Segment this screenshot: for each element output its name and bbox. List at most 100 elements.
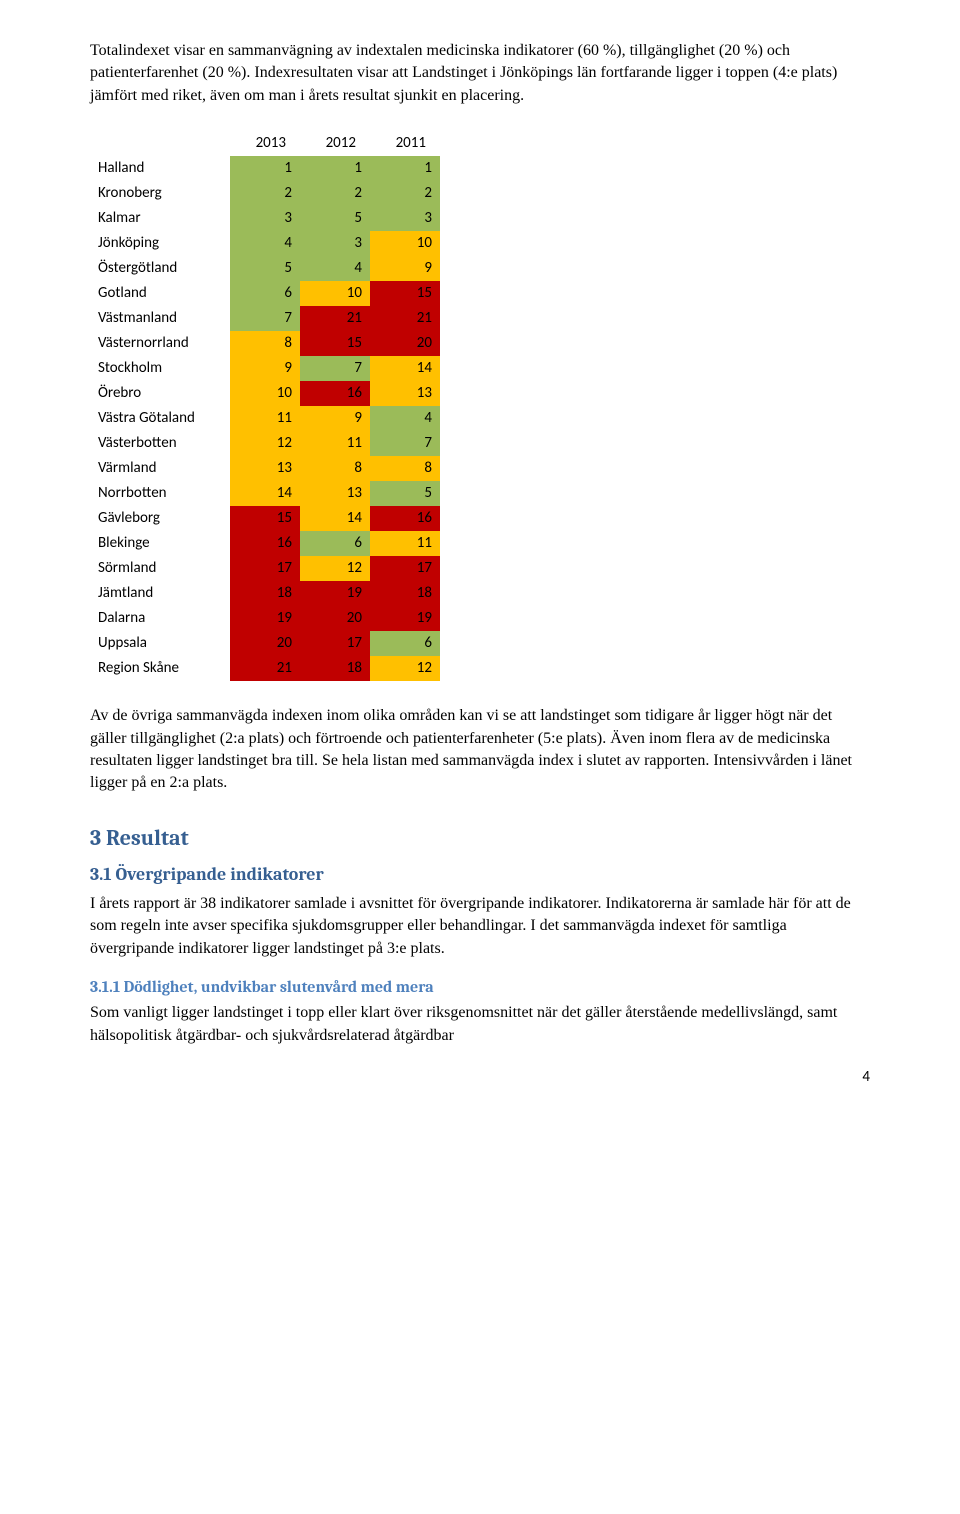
rank-cell: 12 [230,431,300,456]
subsection-paragraph: I årets rapport är 38 indikatorer samlad… [90,893,870,960]
rank-cell: 17 [370,556,440,581]
rank-cell: 7 [230,306,300,331]
table-row: Halland111 [90,156,440,181]
rank-cell: 14 [230,481,300,506]
rank-cell: 20 [370,331,440,356]
table-row: Stockholm9714 [90,356,440,381]
rank-cell: 13 [300,481,370,506]
rank-cell: 10 [370,231,440,256]
rank-cell: 19 [300,581,370,606]
table-row: Västra Götaland1194 [90,406,440,431]
rank-cell: 20 [230,631,300,656]
ranking-table-container: 201320122011 Halland111Kronoberg222Kalma… [90,131,870,681]
region-cell: Gävleborg [90,506,230,531]
rank-cell: 18 [230,581,300,606]
rank-cell: 9 [370,256,440,281]
rank-cell: 21 [370,306,440,331]
region-cell: Halland [90,156,230,181]
region-cell: Norrbotten [90,481,230,506]
rank-cell: 8 [300,456,370,481]
rank-cell: 9 [230,356,300,381]
rank-cell: 1 [300,156,370,181]
region-cell: Gotland [90,281,230,306]
rank-cell: 7 [370,431,440,456]
region-cell: Östergötland [90,256,230,281]
region-cell: Värmland [90,456,230,481]
table-row: Östergötland549 [90,256,440,281]
table-row: Uppsala20176 [90,631,440,656]
region-cell: Västerbotten [90,431,230,456]
col-header-year: 2013 [230,131,300,156]
table-row: Kalmar353 [90,206,440,231]
rank-cell: 10 [230,381,300,406]
region-cell: Kronoberg [90,181,230,206]
rank-cell: 11 [370,531,440,556]
col-header-region [90,131,230,156]
rank-cell: 19 [370,606,440,631]
table-row: Gävleborg151416 [90,506,440,531]
table-row: Dalarna192019 [90,606,440,631]
rank-cell: 4 [230,231,300,256]
intro-paragraph: Totalindexet visar en sammanvägning av i… [90,40,870,107]
table-row: Norrbotten14135 [90,481,440,506]
ranking-table: 201320122011 Halland111Kronoberg222Kalma… [90,131,440,681]
subsubsection-paragraph: Som vanligt ligger landstinget i topp el… [90,1002,870,1047]
table-row: Blekinge16611 [90,531,440,556]
table-row: Kronoberg222 [90,181,440,206]
region-cell: Sörmland [90,556,230,581]
table-row: Västmanland72121 [90,306,440,331]
table-row: Örebro101613 [90,381,440,406]
table-row: Jönköping4310 [90,231,440,256]
region-cell: Västernorrland [90,331,230,356]
table-row: Jämtland181918 [90,581,440,606]
region-cell: Kalmar [90,206,230,231]
rank-cell: 3 [230,206,300,231]
rank-cell: 3 [300,231,370,256]
rank-cell: 11 [300,431,370,456]
rank-cell: 18 [300,656,370,681]
rank-cell: 15 [300,331,370,356]
rank-cell: 3 [370,206,440,231]
rank-cell: 13 [230,456,300,481]
rank-cell: 12 [300,556,370,581]
subsubsection-title: 3.1.1 Dödlighet, undvikbar slutenvård me… [90,976,870,998]
rank-cell: 16 [230,531,300,556]
rank-cell: 10 [300,281,370,306]
rank-cell: 14 [370,356,440,381]
rank-cell: 14 [300,506,370,531]
rank-cell: 4 [300,256,370,281]
rank-cell: 8 [230,331,300,356]
region-cell: Blekinge [90,531,230,556]
rank-cell: 13 [370,381,440,406]
rank-cell: 2 [300,181,370,206]
rank-cell: 9 [300,406,370,431]
table-row: Västerbotten12117 [90,431,440,456]
table-row: Region Skåne211812 [90,656,440,681]
region-cell: Uppsala [90,631,230,656]
rank-cell: 11 [230,406,300,431]
region-cell: Stockholm [90,356,230,381]
table-row: Västernorrland81520 [90,331,440,356]
rank-cell: 5 [370,481,440,506]
rank-cell: 6 [230,281,300,306]
rank-cell: 15 [230,506,300,531]
table-row: Sörmland171217 [90,556,440,581]
rank-cell: 6 [300,531,370,556]
rank-cell: 5 [230,256,300,281]
region-cell: Jönköping [90,231,230,256]
region-cell: Dalarna [90,606,230,631]
rank-cell: 12 [370,656,440,681]
rank-cell: 16 [370,506,440,531]
rank-cell: 2 [370,181,440,206]
rank-cell: 6 [370,631,440,656]
mid-paragraph: Av de övriga sammanvägda indexen inom ol… [90,705,870,795]
region-cell: Örebro [90,381,230,406]
table-row: Värmland1388 [90,456,440,481]
rank-cell: 16 [300,381,370,406]
rank-cell: 1 [370,156,440,181]
rank-cell: 19 [230,606,300,631]
rank-cell: 4 [370,406,440,431]
table-row: Gotland61015 [90,281,440,306]
rank-cell: 2 [230,181,300,206]
rank-cell: 17 [300,631,370,656]
